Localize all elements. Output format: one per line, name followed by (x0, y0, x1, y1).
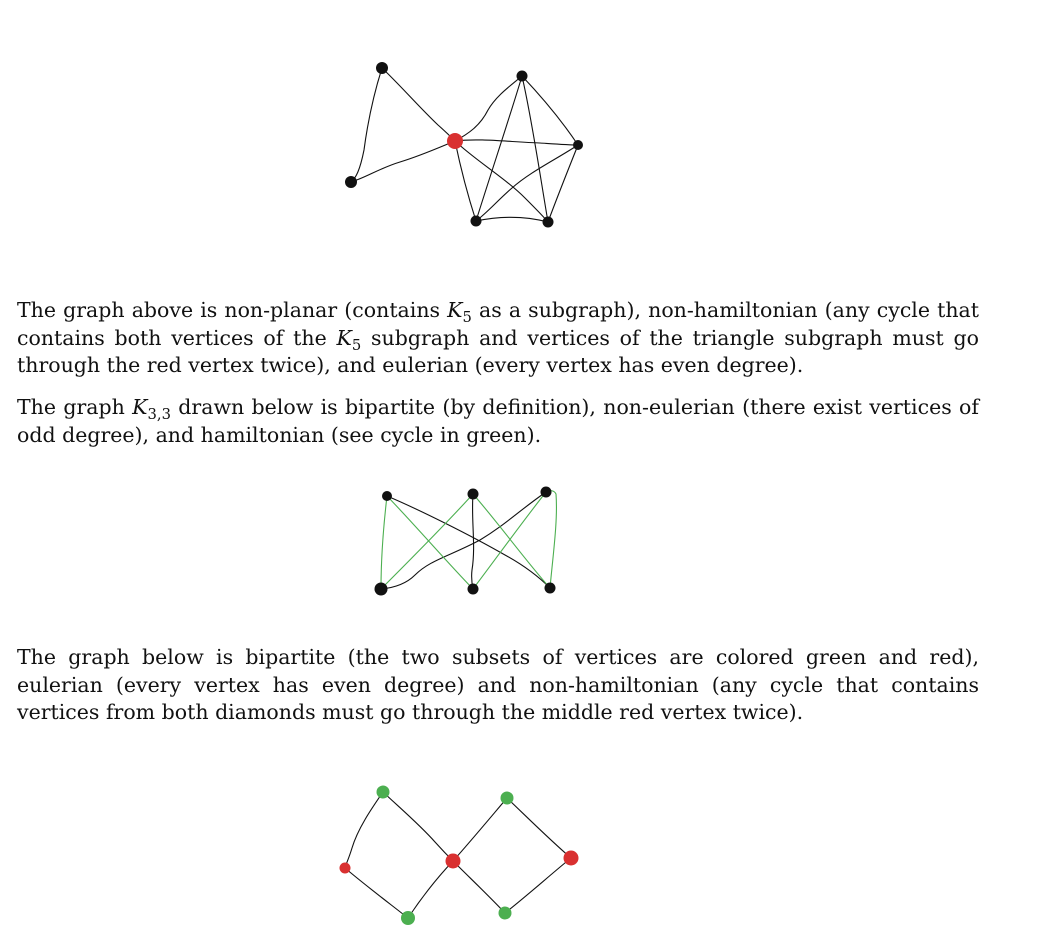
vertices-fig2 (374, 486, 556, 596)
vertex-green (500, 791, 514, 805)
cycle-edge (472, 493, 551, 589)
edge (475, 144, 579, 222)
vertex-black (540, 486, 552, 498)
edges-fig1 (350, 67, 579, 223)
vertex-red (447, 133, 463, 149)
edge (475, 216, 549, 223)
edge (521, 75, 549, 223)
text-run: The graph (17, 395, 133, 419)
edge (350, 140, 456, 183)
vertex-black (544, 582, 556, 594)
edge (386, 495, 551, 589)
paragraph-2: The graph K3,3 drawn below is bipartite … (17, 394, 979, 449)
vertex-black (376, 62, 388, 74)
vertex-black (345, 176, 357, 188)
edge (350, 67, 383, 183)
edge (381, 67, 456, 142)
vertex-black (467, 488, 479, 500)
text-run: drawn below is bipartite (by definition)… (17, 395, 979, 447)
text-run: subgraph and vertices of the triangle su… (17, 325, 980, 378)
vertex-green (401, 911, 415, 925)
text-run: The graph below is bipartite (the two su… (17, 645, 979, 724)
vertex-black (542, 216, 554, 228)
vertex-red (339, 862, 351, 874)
paragraph-1: The graph above is non-planar (contains … (17, 297, 979, 380)
vertex-green (498, 906, 512, 920)
edge (547, 144, 579, 223)
edge (344, 791, 384, 869)
cycle-edge (380, 493, 474, 590)
vertex-red (563, 850, 579, 866)
text-run: as a subgraph), non-hamiltonian (any cyc… (17, 298, 979, 350)
edge (454, 75, 523, 142)
edge (521, 75, 579, 146)
text-run: The graph above is non-planar (contains (17, 298, 448, 322)
edge (454, 140, 477, 222)
math-k5: K5 (336, 325, 362, 354)
edges-fig2 (380, 490, 557, 590)
cycle-edge (380, 495, 388, 590)
edge (344, 867, 409, 919)
paragraph-3: The graph below is bipartite (the two su… (17, 644, 979, 727)
vertex-red (445, 853, 461, 869)
edge (407, 860, 454, 919)
edge (506, 797, 572, 859)
figure-two-diamonds (339, 785, 579, 925)
edge (382, 791, 454, 862)
vertex-black (467, 583, 479, 595)
edge (471, 493, 475, 590)
edge (504, 857, 572, 914)
vertices-fig3 (339, 785, 579, 925)
cycle-edge (545, 490, 557, 589)
edge (454, 139, 579, 146)
figure-k33 (374, 486, 557, 596)
math-k33: K3,3 (132, 395, 171, 424)
vertices-fig1 (345, 62, 583, 228)
vertex-green (376, 785, 390, 799)
math-k5: K5 (447, 298, 472, 327)
edge (452, 797, 508, 862)
vertex-black (374, 582, 388, 596)
vertex-black (470, 215, 482, 227)
cycle-edge (386, 495, 474, 590)
edge (475, 75, 523, 222)
vertex-black (573, 140, 583, 150)
edge (452, 860, 506, 914)
edge (454, 140, 549, 223)
cycle-edge (472, 491, 547, 590)
vertex-black (516, 70, 528, 82)
edges-fig3 (344, 791, 572, 919)
figure-k5-triangle (345, 62, 583, 228)
vertex-black (382, 491, 392, 501)
edge (380, 491, 547, 590)
